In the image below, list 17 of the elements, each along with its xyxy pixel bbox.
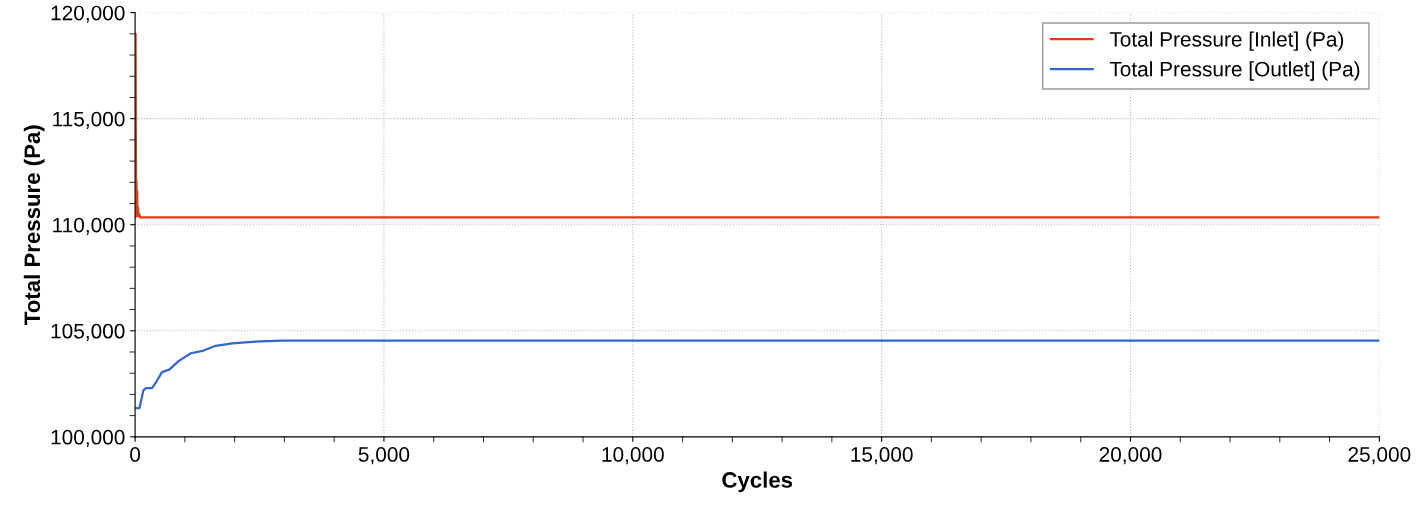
legend-label: Total Pressure [Inlet] (Pa) xyxy=(1109,31,1344,51)
line-series xyxy=(135,32,1380,219)
y-tick-label: 120,000 xyxy=(51,5,125,23)
x-tick-label: 25,000 xyxy=(1348,447,1411,465)
x-tick-label: 0 xyxy=(130,447,141,462)
y-tick-label: 105,000 xyxy=(51,323,125,341)
line-series xyxy=(135,339,1380,410)
x-axis-title: Cycles xyxy=(722,471,793,493)
x-tick-label: 5,000 xyxy=(358,447,410,465)
y-tick-label: 100,000 xyxy=(51,429,125,448)
y-tick-label: 115,000 xyxy=(53,111,125,129)
y-tick-label: 110,000 xyxy=(53,217,125,235)
x-tick-label: 20,000 xyxy=(1099,447,1162,465)
legend-label: Total Pressure [Outlet] (Pa) xyxy=(1109,61,1360,81)
x-tick-label: 10,000 xyxy=(602,447,664,465)
y-axis-title: Total Pressure (Pa) xyxy=(23,125,45,325)
x-tick-label: 15,000 xyxy=(851,447,913,465)
